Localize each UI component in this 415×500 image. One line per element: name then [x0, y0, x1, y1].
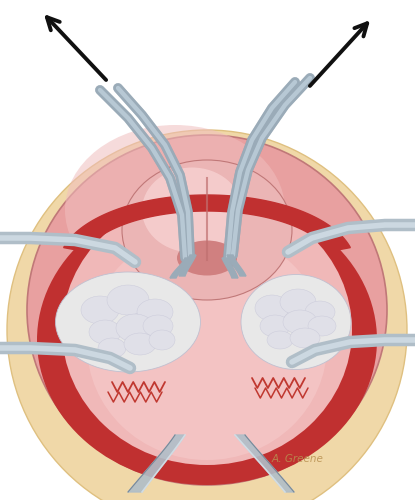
Ellipse shape: [211, 223, 281, 273]
Ellipse shape: [142, 168, 242, 252]
Ellipse shape: [89, 320, 121, 344]
Ellipse shape: [305, 301, 335, 323]
Ellipse shape: [56, 272, 200, 372]
Polygon shape: [227, 255, 246, 276]
Ellipse shape: [122, 160, 292, 300]
Ellipse shape: [280, 289, 316, 315]
Ellipse shape: [255, 295, 289, 321]
Ellipse shape: [27, 135, 387, 485]
Ellipse shape: [133, 223, 203, 273]
Text: A. Greene: A. Greene: [272, 454, 324, 464]
Ellipse shape: [308, 316, 336, 336]
Ellipse shape: [177, 240, 237, 276]
Polygon shape: [222, 258, 238, 278]
Ellipse shape: [241, 274, 351, 370]
Ellipse shape: [116, 314, 154, 342]
Ellipse shape: [124, 333, 156, 355]
Ellipse shape: [149, 330, 175, 350]
Ellipse shape: [65, 125, 285, 295]
Ellipse shape: [260, 315, 290, 337]
Ellipse shape: [283, 310, 317, 334]
Ellipse shape: [37, 195, 377, 485]
Ellipse shape: [98, 338, 126, 358]
Ellipse shape: [137, 299, 173, 325]
Ellipse shape: [107, 285, 149, 315]
Polygon shape: [128, 435, 185, 492]
Ellipse shape: [7, 130, 407, 500]
Ellipse shape: [290, 328, 320, 348]
Ellipse shape: [87, 230, 327, 460]
Ellipse shape: [267, 331, 293, 349]
Ellipse shape: [143, 315, 173, 337]
Polygon shape: [170, 258, 191, 278]
Polygon shape: [179, 255, 196, 276]
Ellipse shape: [81, 296, 119, 324]
Polygon shape: [63, 195, 350, 252]
Polygon shape: [235, 435, 294, 492]
Ellipse shape: [62, 195, 352, 465]
